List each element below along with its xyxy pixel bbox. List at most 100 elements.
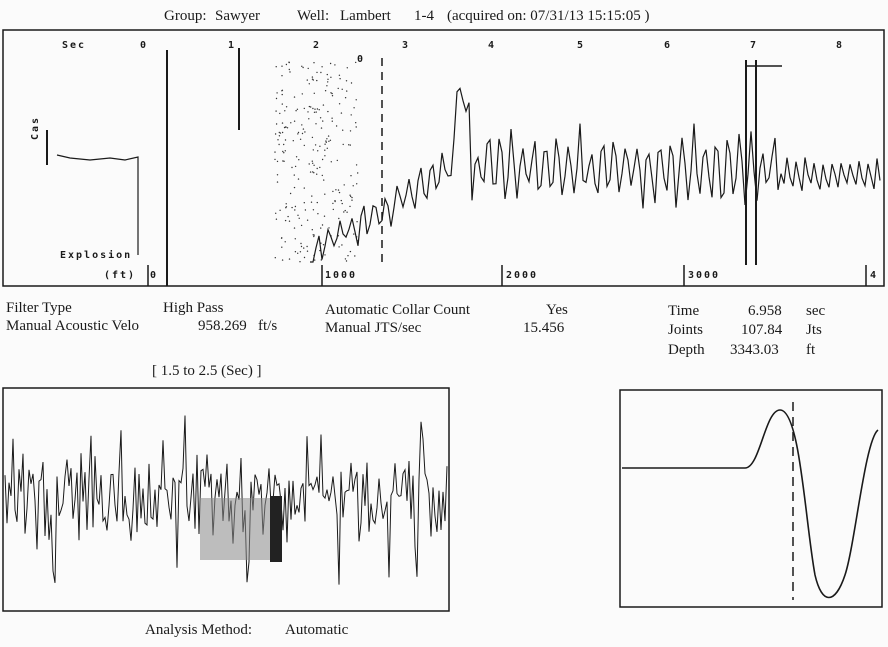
noise-dot [341,244,343,246]
noise-dot [303,202,305,204]
noise-dot [344,209,346,212]
noise-dot [298,217,300,219]
noise-dot [357,172,359,174]
noise-dot [338,74,341,77]
noise-dot [338,191,341,194]
noise-dot [346,67,348,69]
noise-dot [343,211,345,213]
noise-dot [326,85,328,87]
noise-dot [343,184,345,186]
noise-dot [303,144,305,147]
noise-dot [294,251,297,253]
noise-dot [278,131,280,134]
noise-dot [279,112,281,115]
noise-dot [313,92,315,95]
noise-dot [274,151,276,153]
noise-dot [299,261,301,263]
noise-dot [275,212,277,214]
segment-highlight [200,498,280,560]
noise-dot [308,163,310,165]
noise-dot [312,171,314,173]
tick-bottom-label-2000: 2000 [506,270,539,281]
noise-dot [339,78,341,80]
noise-dot [315,111,317,113]
noise-dot [313,111,316,114]
noise-dot [287,215,289,218]
noise-dot [330,76,332,79]
noise-dot [338,246,340,248]
noise-dot [353,233,355,235]
noise-dot [350,175,352,177]
tick-top-0: 0 [140,40,149,51]
noise-dot [279,132,282,134]
noise-dot [289,71,291,73]
noise-dot [297,178,300,180]
noise-dot [337,87,339,90]
noise-dot [319,145,321,147]
noise-dot [311,160,313,162]
noise-dot [344,258,347,260]
noise-dot [328,227,330,229]
noise-dot [336,159,338,162]
noise-dot [311,195,313,197]
noise-dot [303,187,305,189]
noise-dot [300,224,303,227]
noise-dot [355,61,357,64]
noise-dot [345,260,348,262]
noise-dot [312,149,314,151]
noise-dot [330,161,332,163]
noise-dot [275,123,278,125]
noise-dot [326,138,328,140]
noise-dot [320,227,322,229]
noise-dot [276,160,279,163]
noise-dot [342,143,344,146]
noise-dot [316,167,318,170]
noise-dot [303,247,305,249]
noise-dot [314,259,316,261]
noise-dot [316,173,318,175]
noise-dot [311,76,314,78]
noise-dot [331,117,333,119]
noise-dot [283,152,285,154]
noise-dot [296,108,299,111]
noise-dot [281,122,284,124]
noise-dot [323,179,325,181]
noise-dot [291,166,293,169]
noise-dot [284,150,286,152]
joints-value: 107.84 [741,322,783,338]
noise-dot [331,92,333,95]
depth-unit: ft [806,342,816,358]
noise-dot [327,78,329,81]
noise-dot [355,126,357,128]
noise-dot [311,78,314,80]
noise-dot [316,71,318,74]
noise-dot [301,132,304,135]
main-chart-frame [2,29,885,287]
noise-dot [321,174,323,177]
tick-top-6: 6 [664,40,673,51]
noise-dot [340,199,342,202]
noise-dot [297,252,299,254]
noise-dot [312,107,314,110]
velocity-unit: ft/s [258,318,278,334]
noise-dot [345,80,348,82]
range-label: [ 1.5 to 2.5 (Sec) ] [152,363,262,379]
noise-dot [349,130,352,132]
segment-highlight-core [270,496,282,562]
marker-label: 0 [357,54,366,65]
jts-label: Manual JTS/sec [325,320,422,336]
noise-dot [281,65,283,67]
noise-dot [320,127,323,129]
noise-dot [331,120,333,122]
noise-dot [297,133,299,135]
noise-dot [282,160,284,162]
collar-count-label: Automatic Collar Count [325,302,470,318]
noise-dot [307,111,309,113]
noise-dot [274,133,277,135]
noise-dot [304,209,307,211]
noise-dot [301,65,303,68]
noise-dot [334,64,336,66]
noise-dot [332,208,334,211]
